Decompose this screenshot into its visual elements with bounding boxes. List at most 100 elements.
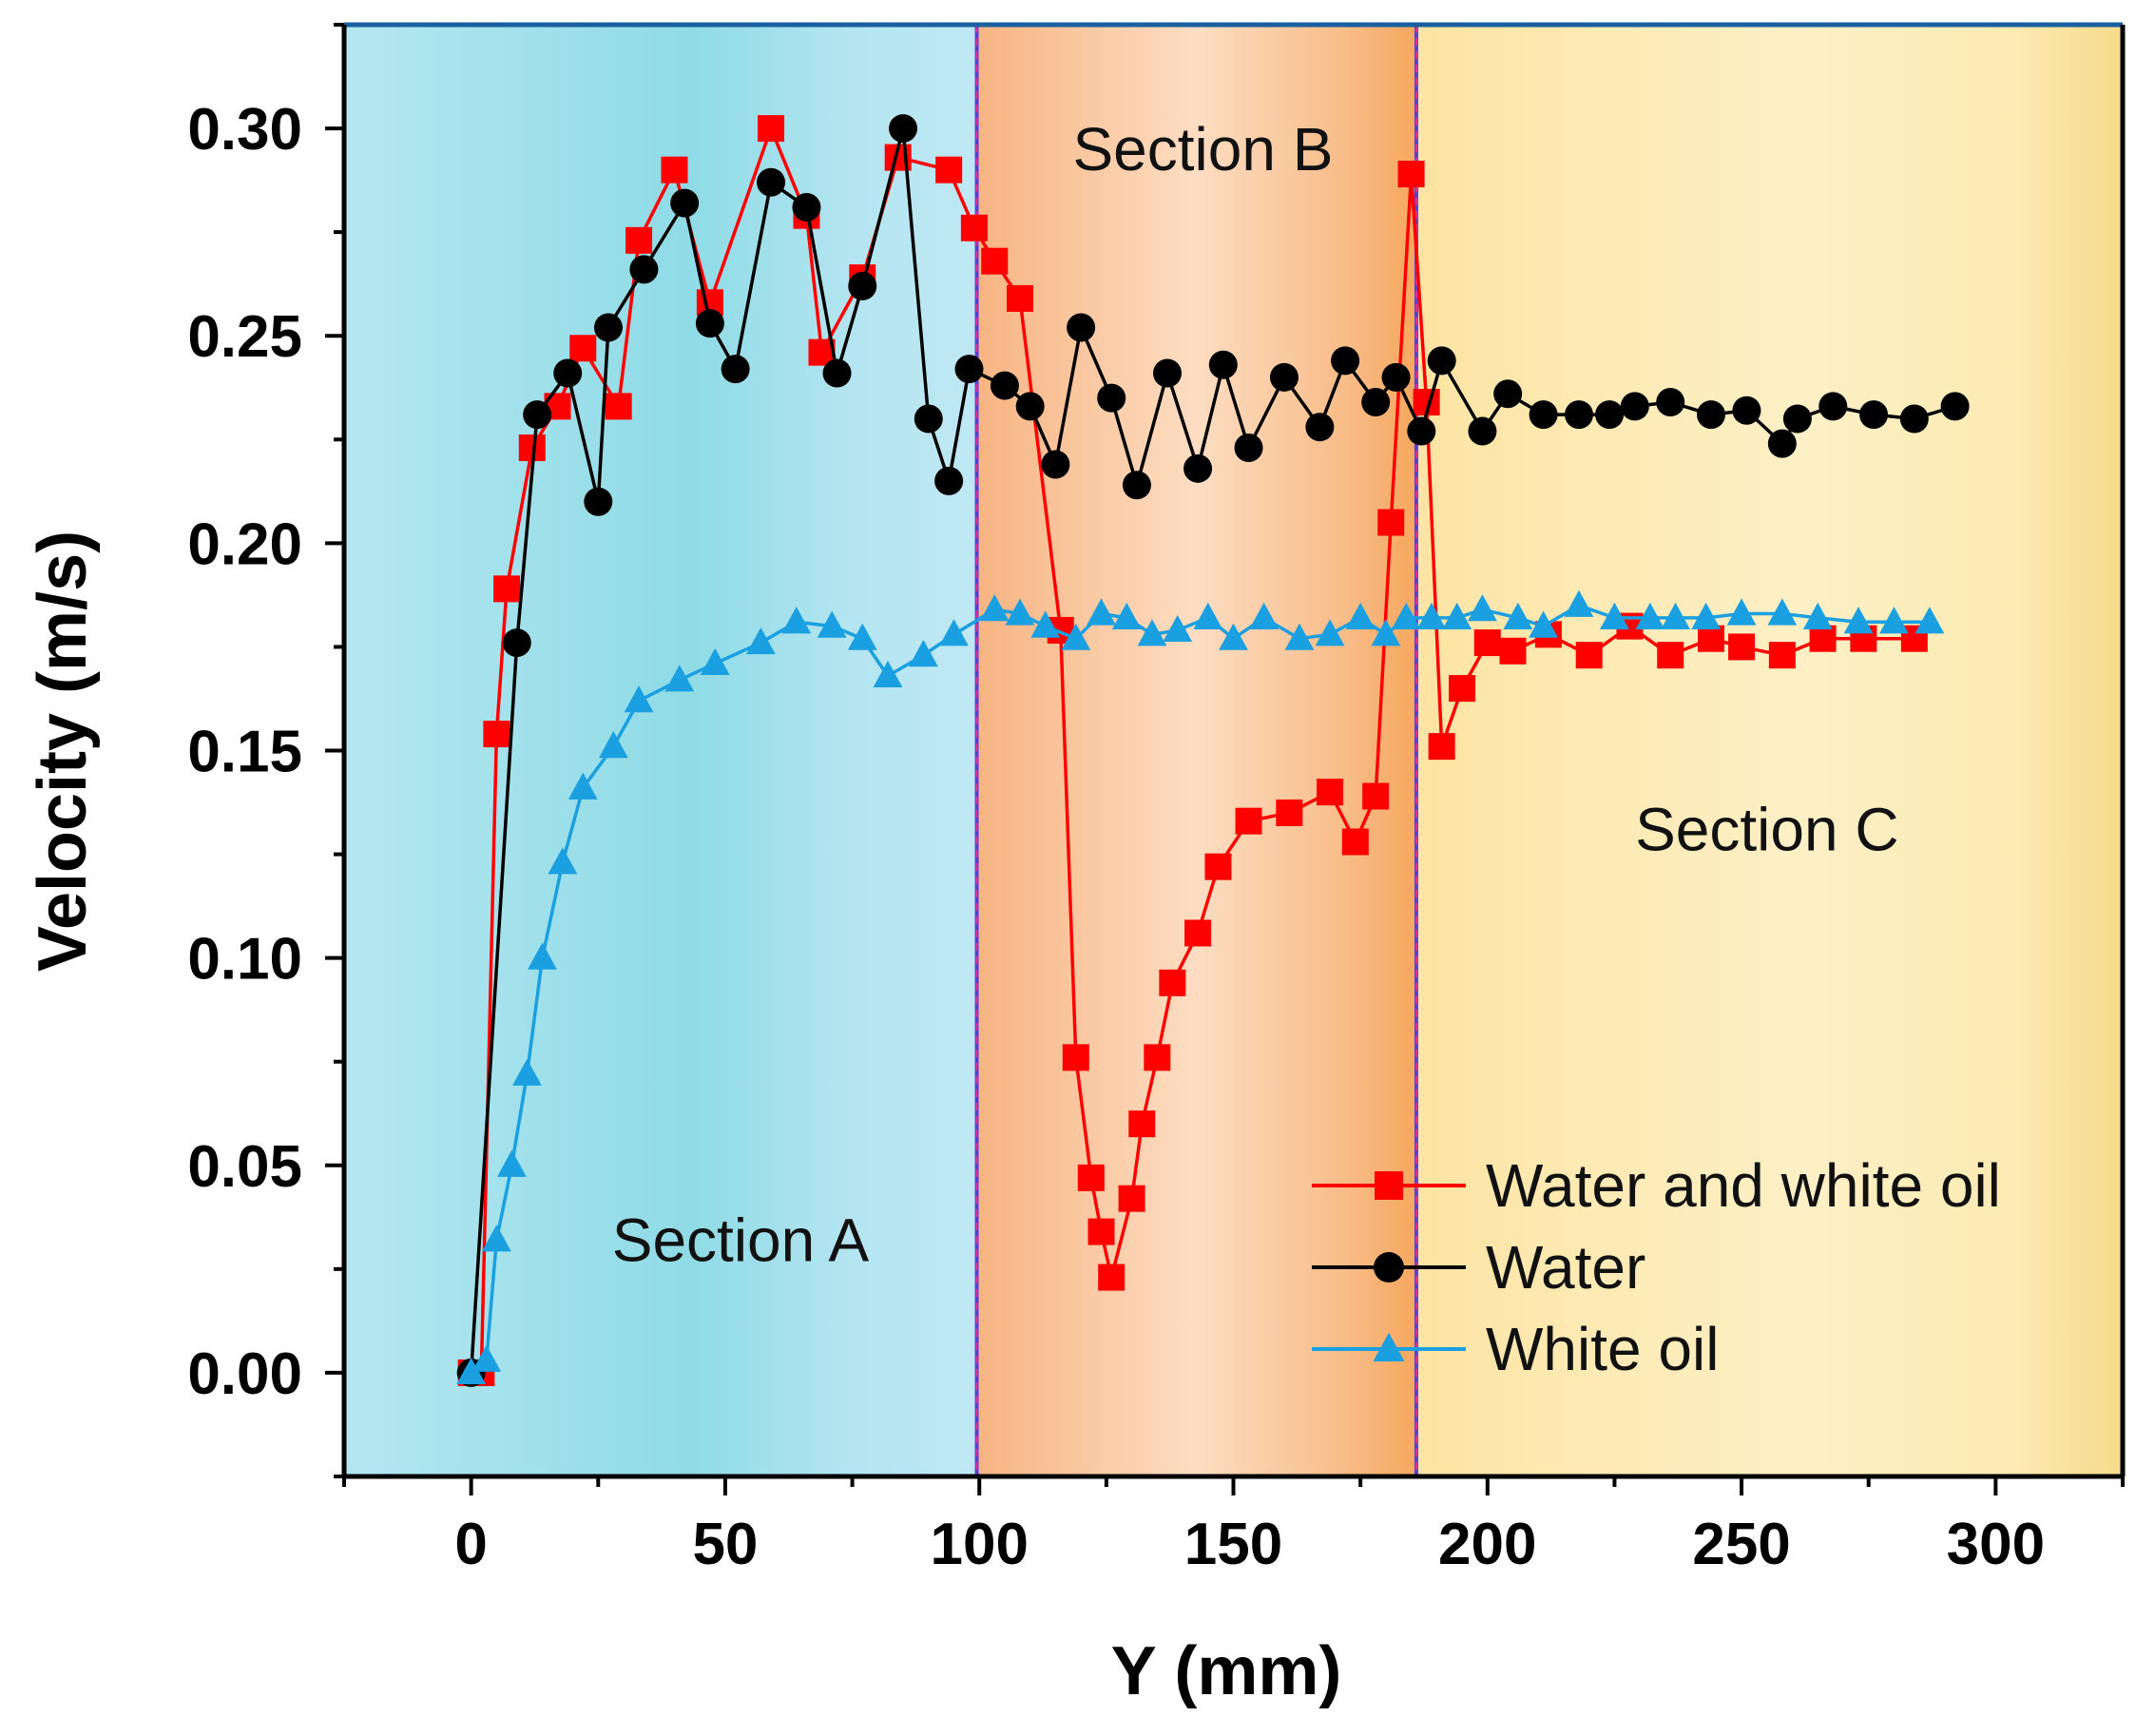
data-point bbox=[1697, 625, 1724, 652]
data-point bbox=[664, 665, 695, 692]
data-point bbox=[1493, 379, 1523, 409]
data-point bbox=[625, 226, 653, 254]
data-point bbox=[781, 607, 812, 634]
data-point bbox=[1661, 602, 1690, 629]
data-point bbox=[1371, 619, 1401, 646]
data-point bbox=[548, 847, 578, 875]
data-point bbox=[1163, 614, 1193, 643]
data-point bbox=[1914, 607, 1945, 634]
data-point bbox=[1726, 598, 1757, 626]
series-water bbox=[456, 114, 1970, 1387]
data-point bbox=[1345, 602, 1376, 629]
section-labels: Section A Section B Section C bbox=[612, 115, 1899, 1274]
data-point bbox=[960, 214, 988, 241]
legend-marker bbox=[1373, 1332, 1405, 1361]
x-tick-label: 300 bbox=[1947, 1512, 2045, 1577]
data-point bbox=[1767, 429, 1797, 458]
y-tick-labels: 0.00 0.05 0.10 0.15 0.20 0.25 0.30 bbox=[187, 97, 302, 1407]
data-point bbox=[1843, 607, 1874, 634]
data-point bbox=[1600, 602, 1629, 629]
data-point bbox=[502, 628, 531, 658]
data-point bbox=[528, 942, 557, 970]
data-point bbox=[481, 1225, 511, 1252]
data-point bbox=[1564, 589, 1594, 617]
data-point bbox=[1006, 284, 1033, 312]
section-a-label: Section A bbox=[612, 1206, 870, 1274]
data-point bbox=[1728, 633, 1756, 661]
data-point bbox=[1005, 598, 1035, 626]
x-tick-label: 150 bbox=[1184, 1512, 1282, 1577]
data-point bbox=[1767, 598, 1798, 626]
data-point bbox=[1015, 392, 1045, 421]
legend: Water and white oil Water White oil bbox=[1312, 1151, 2001, 1383]
data-point bbox=[1208, 350, 1238, 379]
data-point bbox=[661, 156, 688, 183]
data-point bbox=[1565, 400, 1594, 430]
data-point bbox=[1122, 471, 1151, 500]
data-point bbox=[1407, 416, 1436, 446]
data-point bbox=[1067, 313, 1096, 342]
data-point bbox=[1691, 602, 1722, 629]
data-point bbox=[1940, 392, 1970, 421]
data-point bbox=[1305, 413, 1335, 442]
data-point bbox=[1377, 509, 1405, 536]
data-point bbox=[1442, 602, 1472, 629]
y-tick-label: 0.05 bbox=[187, 1134, 302, 1200]
data-point bbox=[593, 313, 623, 342]
data-point bbox=[1315, 619, 1345, 646]
data-point bbox=[721, 355, 750, 384]
data-point bbox=[1696, 400, 1725, 430]
section-c-background bbox=[1415, 25, 2123, 1476]
data-point bbox=[523, 400, 552, 430]
data-point bbox=[981, 247, 1009, 275]
y-tick-label: 0.00 bbox=[187, 1341, 302, 1407]
data-point bbox=[979, 594, 1010, 622]
data-point bbox=[483, 721, 510, 748]
data-point bbox=[934, 466, 964, 495]
data-point bbox=[1657, 642, 1684, 669]
x-axis-title: Y (mm) bbox=[1111, 1633, 1342, 1709]
data-point bbox=[1427, 346, 1456, 376]
x-tick-label: 200 bbox=[1438, 1512, 1536, 1577]
data-point bbox=[512, 1058, 542, 1086]
data-point bbox=[1428, 733, 1455, 761]
data-point bbox=[1468, 594, 1497, 622]
data-point bbox=[629, 255, 659, 284]
y-tick-label: 0.25 bbox=[187, 304, 302, 370]
y-tick-label: 0.15 bbox=[187, 720, 302, 785]
data-point bbox=[1269, 362, 1299, 392]
data-point bbox=[1087, 598, 1116, 626]
data-point bbox=[1128, 1110, 1156, 1138]
data-point bbox=[1529, 400, 1558, 430]
data-point bbox=[1503, 602, 1533, 629]
legend-marker bbox=[1374, 1252, 1404, 1283]
data-point bbox=[1111, 602, 1142, 629]
data-point bbox=[1449, 675, 1476, 703]
x-tick-label: 50 bbox=[692, 1512, 758, 1577]
data-point bbox=[471, 1344, 502, 1372]
data-point bbox=[873, 660, 903, 688]
data-point bbox=[1184, 919, 1212, 947]
data-point bbox=[935, 156, 963, 183]
data-point bbox=[1818, 392, 1848, 421]
data-point bbox=[758, 115, 785, 143]
data-point bbox=[1391, 602, 1421, 629]
data-point bbox=[1331, 346, 1360, 376]
data-point bbox=[1635, 602, 1665, 629]
data-point bbox=[1249, 602, 1279, 629]
data-point bbox=[1159, 969, 1186, 996]
data-point bbox=[1859, 400, 1889, 430]
data-point bbox=[1473, 629, 1501, 657]
data-point bbox=[1153, 358, 1183, 388]
data-point bbox=[1362, 782, 1390, 810]
series-white-oil bbox=[456, 589, 1945, 1385]
data-point bbox=[1144, 1044, 1171, 1071]
data-point bbox=[598, 731, 628, 759]
data-point bbox=[1284, 623, 1315, 650]
x-tick-labels: 0 50 100 150 200 250 300 bbox=[454, 1512, 2045, 1577]
data-point bbox=[848, 271, 877, 300]
data-point bbox=[847, 623, 877, 650]
data-point bbox=[1030, 610, 1061, 638]
section-c-label: Section C bbox=[1635, 795, 1898, 863]
